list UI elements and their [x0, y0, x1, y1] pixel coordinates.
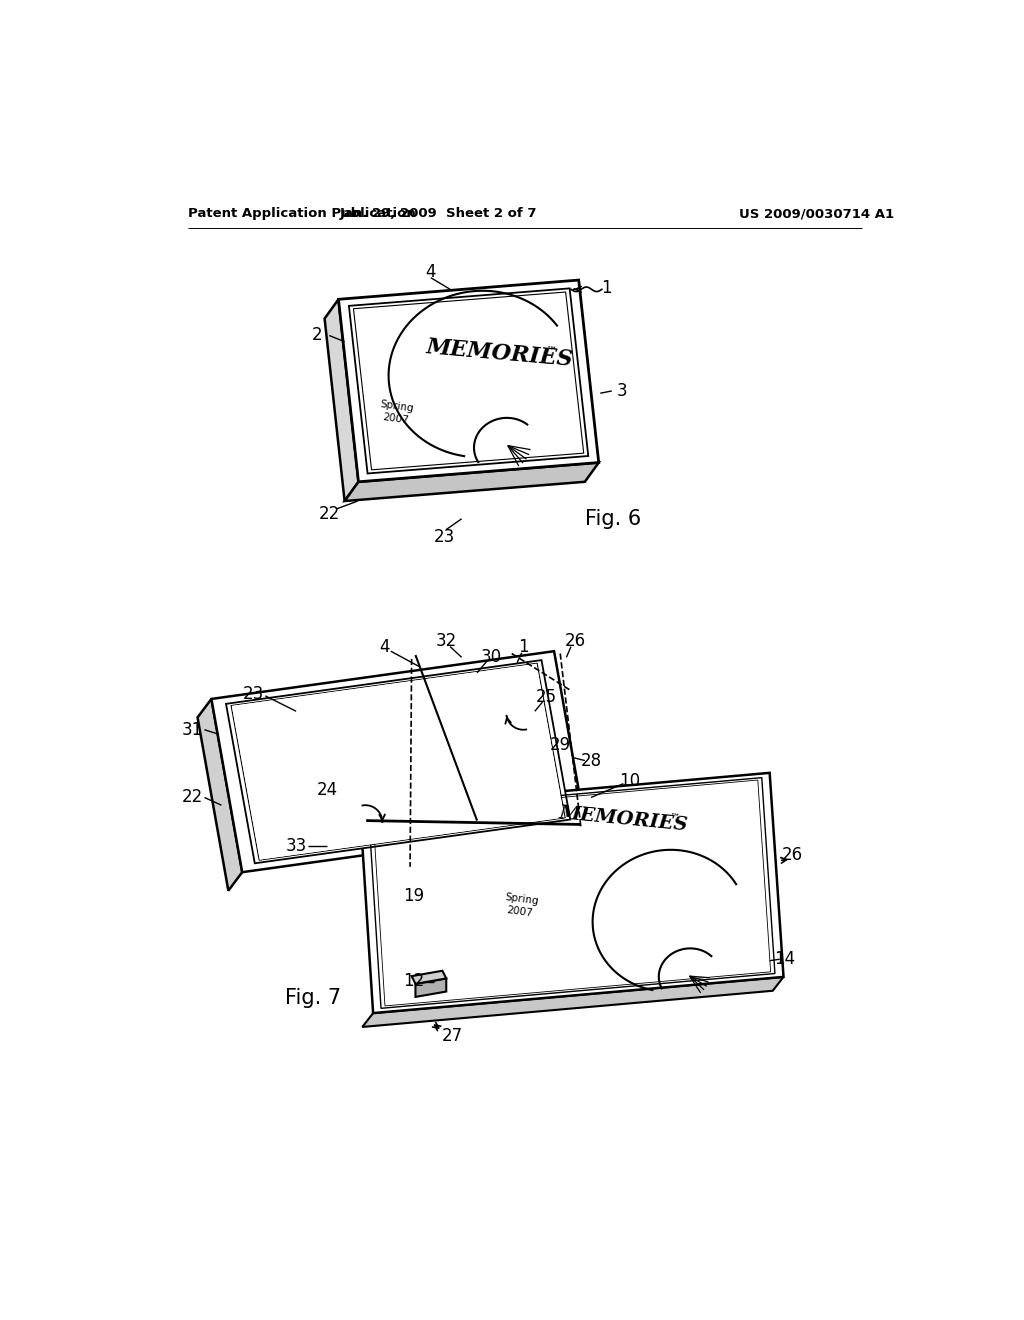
Polygon shape — [226, 660, 570, 863]
Polygon shape — [231, 663, 565, 861]
Text: 25: 25 — [536, 689, 557, 706]
Text: ™: ™ — [545, 346, 557, 356]
Text: 1: 1 — [518, 639, 528, 656]
Polygon shape — [416, 978, 446, 997]
Text: 3: 3 — [616, 381, 627, 400]
Text: 28: 28 — [581, 751, 601, 770]
Text: Fig. 7: Fig. 7 — [285, 987, 341, 1007]
Text: 23: 23 — [434, 528, 456, 546]
Text: 22: 22 — [181, 788, 203, 807]
Text: 1: 1 — [601, 279, 611, 297]
Text: 26: 26 — [564, 632, 586, 651]
Text: Spring
2007: Spring 2007 — [378, 399, 415, 426]
Text: 19: 19 — [403, 887, 425, 906]
Text: 24: 24 — [316, 781, 338, 799]
Text: MEMORIES: MEMORIES — [426, 335, 574, 371]
Polygon shape — [412, 970, 446, 983]
Polygon shape — [339, 280, 599, 482]
Text: 22: 22 — [318, 506, 340, 523]
Text: 23: 23 — [243, 685, 264, 702]
Text: Patent Application Publication: Patent Application Publication — [188, 207, 416, 220]
Polygon shape — [198, 700, 243, 891]
Text: 12: 12 — [403, 972, 425, 990]
Text: 4: 4 — [426, 264, 436, 281]
Text: MEMORIES: MEMORIES — [558, 804, 689, 834]
Text: 10: 10 — [618, 772, 640, 789]
Text: ™: ™ — [669, 812, 680, 822]
Polygon shape — [360, 774, 783, 1014]
Text: 2: 2 — [311, 326, 323, 345]
Polygon shape — [211, 651, 585, 873]
Text: 4: 4 — [380, 638, 390, 656]
Text: US 2009/0030714 A1: US 2009/0030714 A1 — [739, 207, 894, 220]
Text: 30: 30 — [480, 648, 502, 667]
Text: 14: 14 — [774, 950, 796, 968]
Polygon shape — [325, 300, 358, 502]
Text: Spring
2007: Spring 2007 — [503, 892, 540, 919]
Text: 27: 27 — [442, 1027, 463, 1045]
Text: 32: 32 — [435, 632, 457, 651]
Text: 33: 33 — [286, 837, 307, 855]
Text: 31: 31 — [181, 721, 203, 739]
Text: Fig. 6: Fig. 6 — [585, 508, 641, 529]
Polygon shape — [362, 977, 783, 1027]
Polygon shape — [345, 462, 599, 502]
Text: Jan. 29, 2009  Sheet 2 of 7: Jan. 29, 2009 Sheet 2 of 7 — [340, 207, 538, 220]
Text: 26: 26 — [782, 846, 803, 865]
Text: 29: 29 — [550, 737, 570, 754]
Polygon shape — [231, 664, 564, 859]
